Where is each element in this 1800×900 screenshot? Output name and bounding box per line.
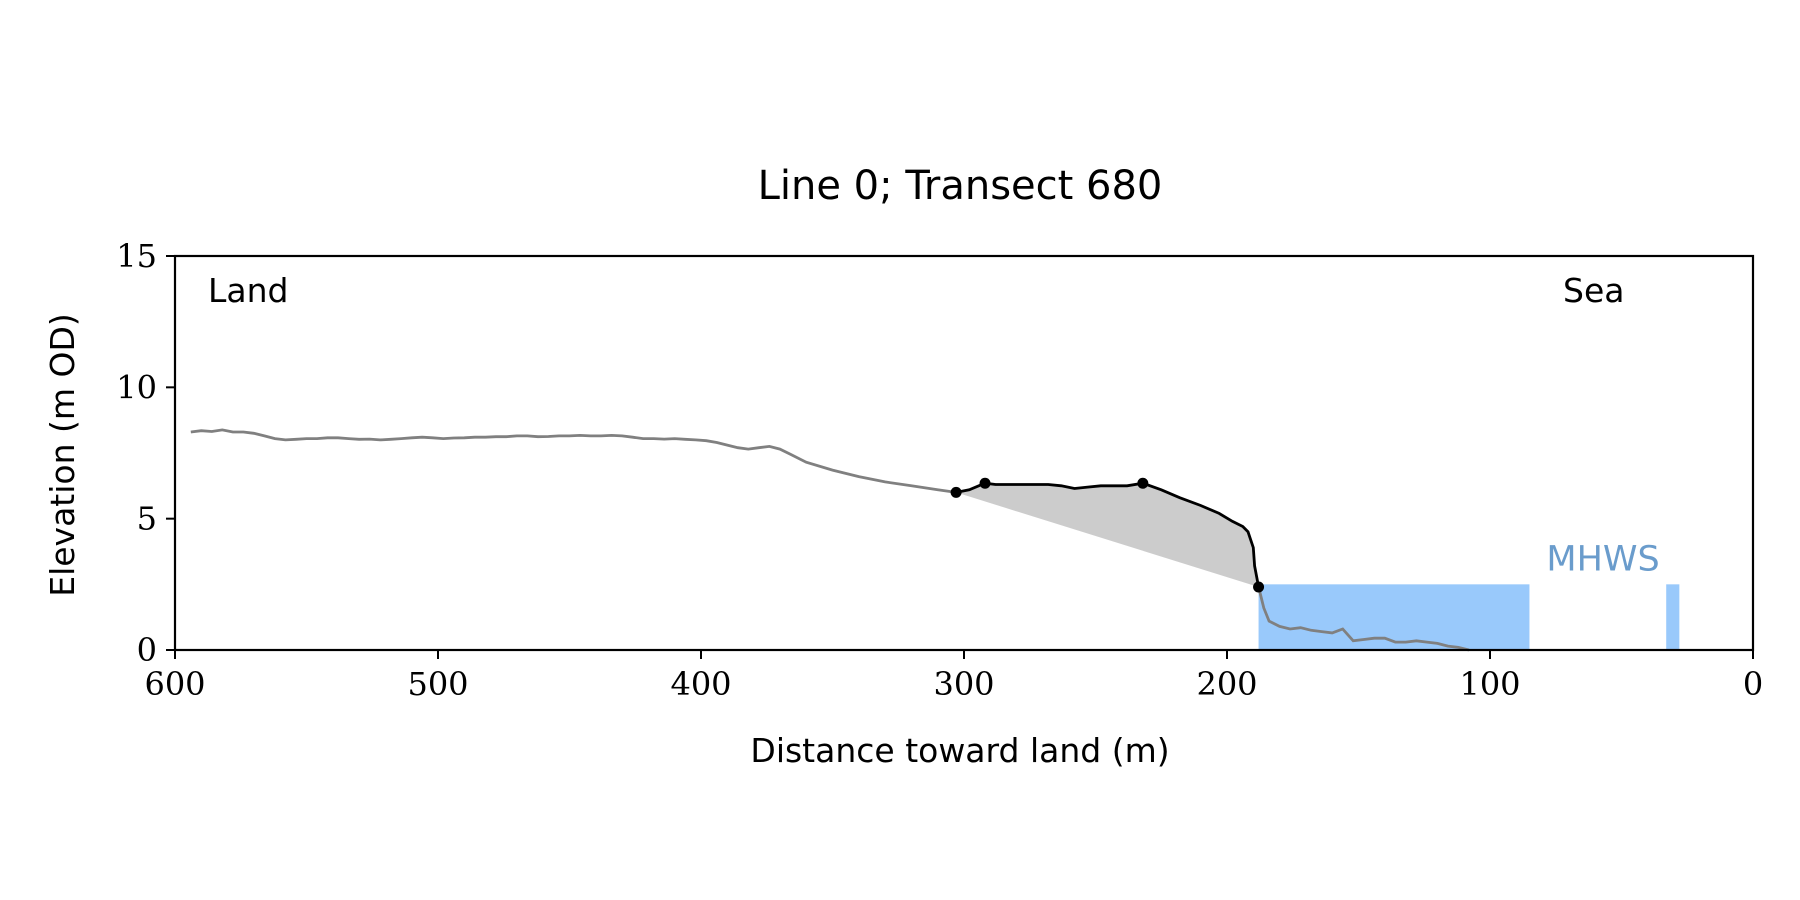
profile-line-land (190, 428, 957, 494)
chart-title: Line 0; Transect 680 (758, 163, 1163, 209)
feature-point-3 (1253, 581, 1265, 593)
x-tick-label: 0 (1743, 665, 1763, 703)
y-axis-label: Elevation (m OD) (43, 313, 82, 597)
feature-point-2 (1137, 477, 1149, 489)
profile-line-sea (1257, 586, 1470, 652)
feature-point-0 (950, 486, 962, 498)
x-tick-label: 500 (407, 665, 468, 703)
x-tick-label: 400 (670, 665, 731, 703)
y-tick-label: 10 (116, 368, 157, 406)
feature-line (955, 481, 1260, 588)
water-layer (1258, 584, 1680, 650)
mhws-annotation: MHWS (1546, 539, 1659, 579)
sea-annotation: Sea (1563, 271, 1624, 310)
y-tick-label: 0 (137, 631, 157, 669)
x-tick-label: 200 (1196, 665, 1257, 703)
x-tick-label: 300 (933, 665, 994, 703)
water-box-0 (1258, 584, 1530, 650)
land-annotation: Land (208, 271, 288, 310)
y-tick-label: 15 (116, 237, 157, 275)
x-tick-label: 600 (144, 665, 205, 703)
water-box-1 (1666, 584, 1680, 650)
x-axis-label: Distance toward land (m) (750, 731, 1169, 770)
axis-ticks: 600 500 400 300 200 100 0 0 5 10 15 (116, 237, 1763, 703)
eroded-area-fill (956, 483, 1259, 587)
feature-point-1 (979, 477, 991, 489)
feature-points (950, 477, 1265, 593)
x-tick-label: 100 (1459, 665, 1520, 703)
y-tick-label: 5 (137, 500, 157, 538)
